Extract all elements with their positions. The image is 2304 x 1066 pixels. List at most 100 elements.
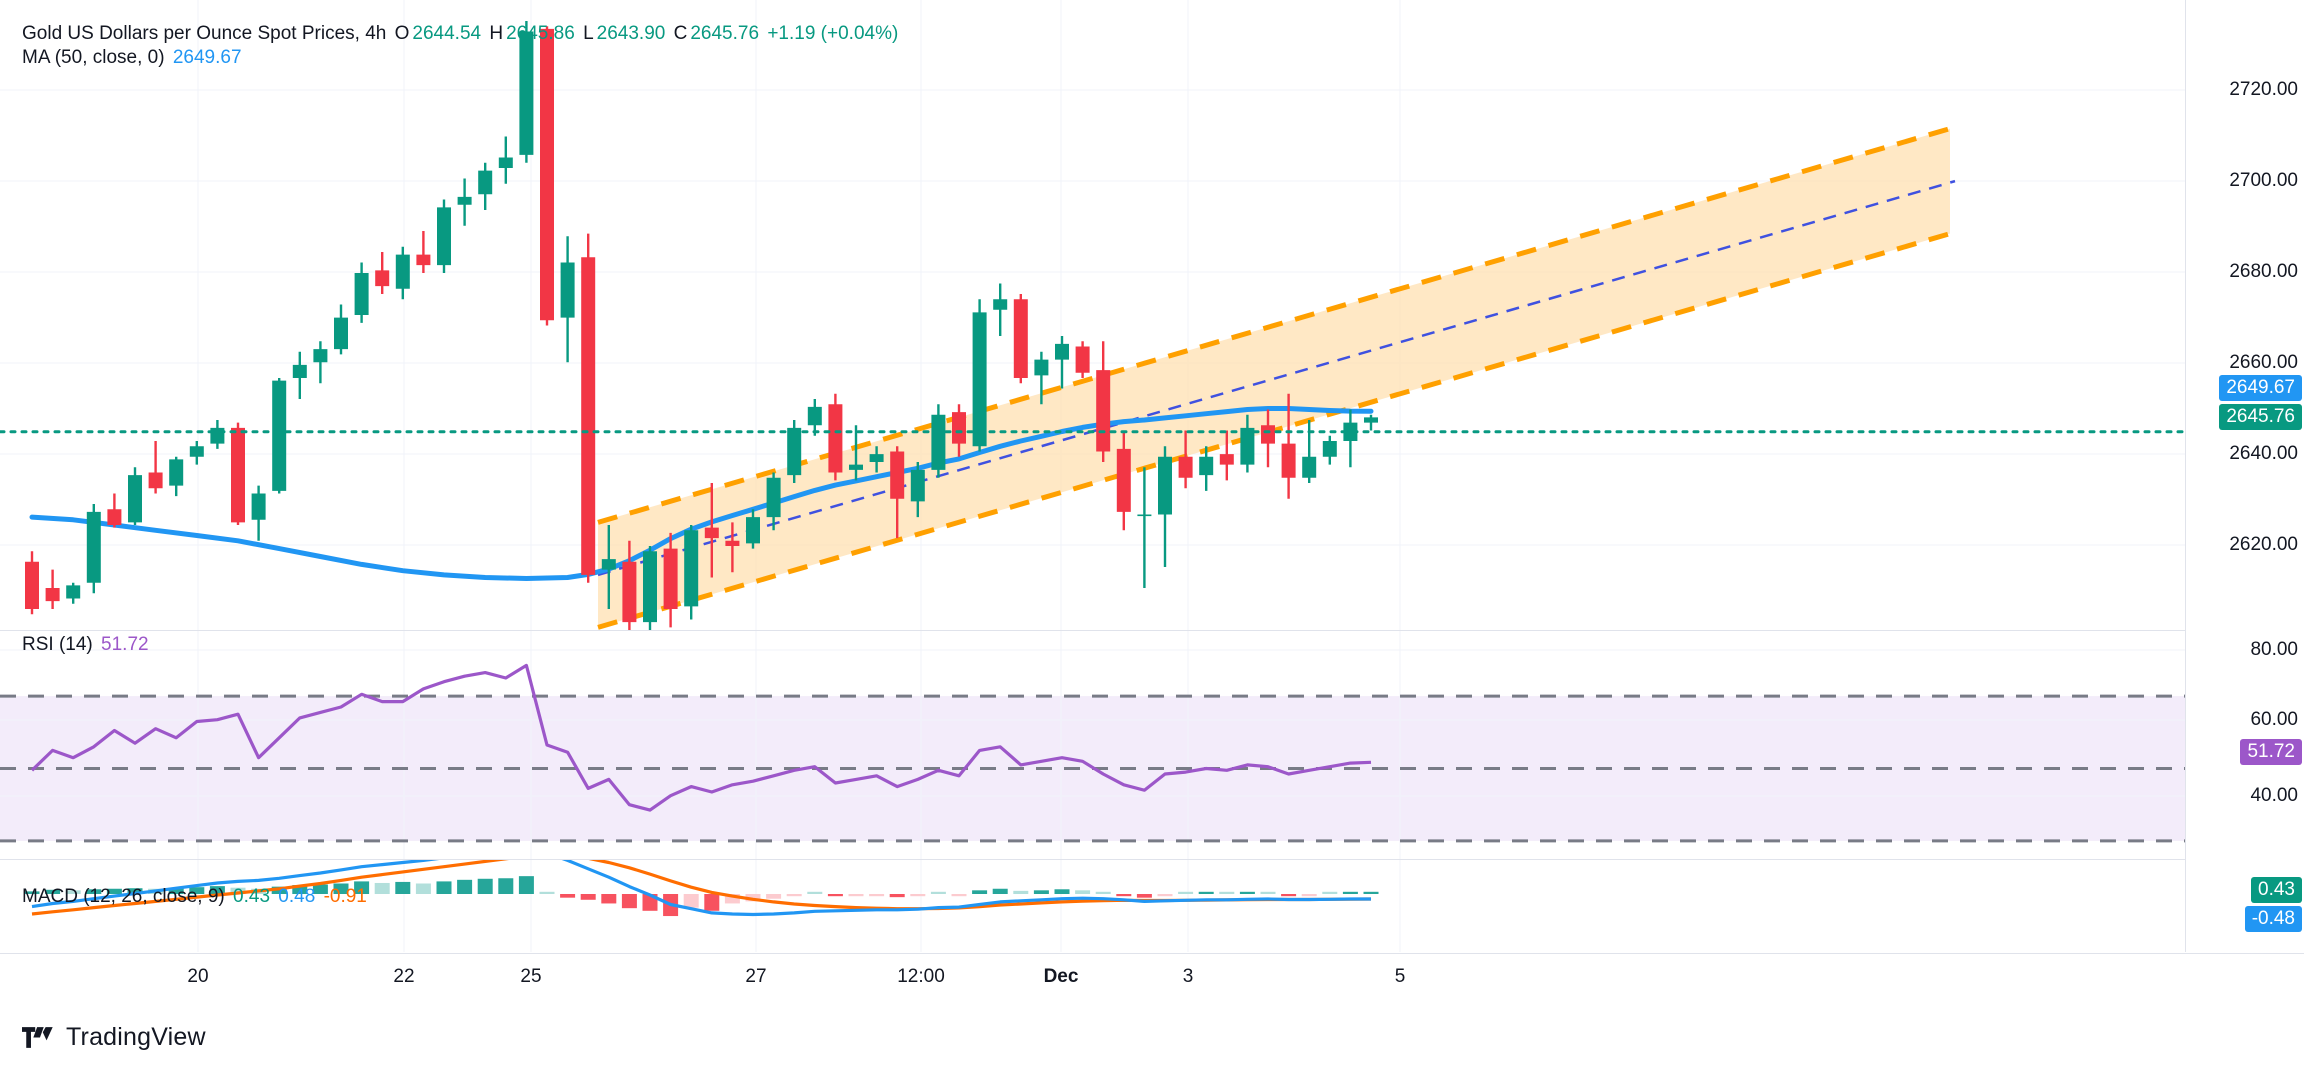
candle-body[interactable] (972, 312, 987, 447)
candle-body[interactable] (1322, 441, 1337, 457)
candle-body[interactable] (910, 469, 925, 502)
candle-body[interactable] (931, 414, 946, 470)
candle-body[interactable] (1302, 456, 1317, 478)
candle-body[interactable] (1343, 422, 1358, 441)
macd-histogram-bar (807, 891, 823, 894)
candle-body[interactable] (272, 380, 287, 491)
candle-body[interactable] (354, 273, 369, 315)
candle-body[interactable] (1199, 456, 1214, 476)
candle-body[interactable] (890, 451, 905, 499)
candle-body[interactable] (828, 404, 843, 473)
tradingview-logo[interactable]: TradingView (22, 1023, 206, 1052)
candle-body[interactable] (128, 475, 142, 523)
candle-body[interactable] (1158, 456, 1172, 515)
rsi-scale-tick: 80.00 (2250, 639, 2298, 660)
candle-body[interactable] (993, 299, 1008, 310)
candle-body[interactable] (663, 548, 678, 609)
macd-histogram-bar (1033, 890, 1049, 894)
macd-plot[interactable] (0, 860, 2186, 952)
candle-body[interactable] (1116, 448, 1131, 512)
candle-body[interactable] (1137, 514, 1152, 517)
price-pane[interactable] (0, 0, 2186, 630)
candle-body[interactable] (952, 412, 966, 444)
candle-body[interactable] (787, 427, 802, 476)
candle-body[interactable] (519, 31, 534, 155)
candle-body[interactable] (1055, 343, 1069, 360)
candlestick-series[interactable] (25, 21, 1378, 630)
candle-body[interactable] (622, 561, 637, 623)
candle-body[interactable] (643, 551, 657, 623)
candle-body[interactable] (1364, 417, 1378, 423)
candle-body[interactable] (540, 28, 554, 321)
candle-body[interactable] (1034, 359, 1049, 376)
candle-body[interactable] (25, 561, 39, 609)
ma-legend[interactable]: MA (50, close, 0) 2649.67 (22, 47, 245, 69)
macd-pane[interactable] (0, 860, 2186, 952)
candle-body[interactable] (560, 262, 575, 318)
candle-body[interactable] (601, 559, 616, 570)
rsi-legend[interactable]: RSI (14) 51.72 (22, 634, 152, 656)
pane-divider-1 (0, 630, 2186, 631)
candle-body[interactable] (1096, 370, 1111, 452)
macd-histogram (24, 876, 1379, 917)
macd-histogram-bar (766, 894, 782, 899)
macd-histogram-bar (1075, 890, 1091, 894)
candle-body[interactable] (746, 517, 760, 544)
candle-body[interactable] (86, 511, 101, 583)
candle-body[interactable] (766, 477, 781, 518)
candle-body[interactable] (437, 207, 451, 266)
macd-histogram-bar (869, 894, 885, 897)
macd-histogram-bar (106, 888, 122, 894)
candle-body[interactable] (1261, 425, 1275, 444)
candle-body[interactable] (457, 196, 472, 205)
candle-body[interactable] (169, 459, 184, 486)
candle-body[interactable] (807, 406, 822, 426)
candle-body[interactable] (1219, 454, 1234, 465)
candle-body[interactable] (1013, 299, 1028, 378)
macd-histogram-bar (1013, 890, 1029, 894)
price-plot[interactable] (0, 0, 2186, 630)
candle-body[interactable] (1178, 456, 1193, 478)
candle-body[interactable] (66, 585, 81, 599)
candle-body[interactable] (292, 364, 307, 378)
candle-body[interactable] (1240, 427, 1255, 465)
macd-histogram-bar (395, 881, 411, 894)
candle-body[interactable] (581, 257, 596, 575)
candle-body[interactable] (210, 427, 225, 444)
rsi-pane[interactable] (0, 631, 2186, 859)
candle-body[interactable] (416, 254, 431, 266)
candle-body[interactable] (869, 454, 884, 462)
macd-histogram-bar (786, 894, 802, 897)
rsi-plot[interactable] (0, 631, 2186, 859)
macd-line[interactable] (31, 860, 1371, 917)
channel-midline[interactable] (597, 179, 1956, 577)
candle-body[interactable] (704, 527, 719, 539)
time-axis[interactable]: 20 22 25 27 12:00 Dec 3 5 (0, 953, 2304, 1009)
regression-trend-channel[interactable] (597, 126, 1956, 630)
ma-50-line[interactable] (29, 406, 1374, 581)
channel-upper-line[interactable] (597, 126, 1951, 525)
candle-body[interactable] (1281, 443, 1296, 478)
price-scale[interactable]: 2720.00 2700.00 2680.00 2660.00 2640.00 2620.… (2185, 0, 2304, 952)
candle-body[interactable] (375, 270, 390, 287)
symbol-legend[interactable]: Gold US Dollars per Ounce Spot Prices, 4… (22, 23, 901, 45)
candle-body[interactable] (107, 509, 122, 525)
candle-body[interactable] (313, 349, 328, 363)
candle-body[interactable] (189, 446, 204, 457)
candle-body[interactable] (251, 493, 266, 520)
candle-body[interactable] (725, 540, 740, 546)
macd-legend[interactable]: MACD (12, 26, close, 9) 0.43 0.48 -0.91 (22, 886, 370, 908)
candle-body[interactable] (45, 588, 60, 602)
macd-histogram-bar (1322, 891, 1338, 894)
candle-body[interactable] (148, 472, 163, 489)
candle-body[interactable] (231, 427, 245, 523)
candle-body[interactable] (395, 254, 410, 289)
candle-body[interactable] (849, 464, 863, 470)
candle-body[interactable] (334, 317, 348, 350)
candle-body[interactable] (684, 530, 699, 607)
candle-body[interactable] (498, 157, 513, 169)
candle-body[interactable] (478, 170, 493, 195)
candle-body[interactable] (1075, 346, 1090, 373)
rsi-line[interactable] (30, 663, 1372, 812)
